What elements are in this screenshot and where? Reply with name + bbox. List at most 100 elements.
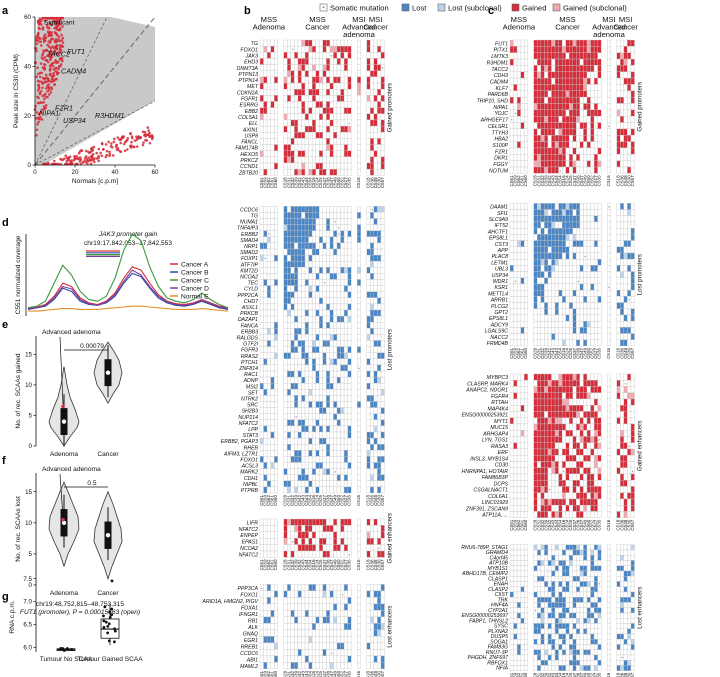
heatmap-cell <box>283 119 288 127</box>
heatmap-cell <box>263 550 268 558</box>
heatmap-cell <box>319 328 323 335</box>
heatmap-cell <box>593 227 598 235</box>
heatmap-cell <box>311 107 316 114</box>
heatmap-cell <box>311 346 316 353</box>
heatmap-cell <box>524 240 528 247</box>
significant-point <box>52 71 55 75</box>
heatmap-cell <box>551 333 556 340</box>
gene-label: FOXO1 <box>240 592 258 598</box>
sample-label: C516 <box>606 175 611 186</box>
heatmap-cell <box>576 71 581 79</box>
heatmap-cell <box>377 334 382 341</box>
sample-label: C537 <box>322 177 327 188</box>
heatmap-cell <box>380 212 385 219</box>
heatmap-cell <box>329 468 334 475</box>
heatmap-cell <box>357 285 361 292</box>
heatmap-cell <box>380 82 385 90</box>
heatmap-cell <box>304 236 309 244</box>
sample-label: C516 <box>356 177 361 188</box>
heatmap-cell <box>551 314 556 322</box>
heatmap-cell <box>569 141 573 149</box>
heatmap-cell <box>294 144 299 151</box>
gene-label: KSR1 <box>494 285 508 291</box>
heatmap-cell <box>308 538 313 545</box>
heatmap-cell <box>373 623 378 631</box>
heatmap-cell <box>294 538 299 545</box>
heatmap-cell <box>311 370 316 378</box>
heatmap-cell <box>297 70 302 78</box>
heatmap-cell <box>623 320 628 328</box>
sample-label: C530 <box>376 559 381 570</box>
heatmap-cell <box>287 297 292 305</box>
heatmap-cell <box>620 52 625 60</box>
heatmap-cell <box>343 236 348 244</box>
heatmap-cell <box>561 65 566 72</box>
significant-point <box>58 44 61 47</box>
gene-label: PITX1 <box>494 48 509 54</box>
heatmap-cell <box>270 261 275 268</box>
sample-label: C557 <box>380 559 385 570</box>
heatmap-cell <box>274 303 278 311</box>
heatmap-cell <box>544 227 549 235</box>
heatmap-cell <box>343 437 348 445</box>
heatmap-cell <box>513 122 518 130</box>
heatmap-cell <box>347 616 352 624</box>
heatmap-cell <box>366 328 371 335</box>
gene-label: EGR1 <box>244 638 258 644</box>
heatmap-cell <box>347 285 352 292</box>
heatmap-cell <box>373 89 378 96</box>
heatmap-cell <box>366 309 371 317</box>
heatmap-cell <box>565 71 570 79</box>
heatmap-cell <box>370 544 375 552</box>
heatmap-cell <box>259 242 264 250</box>
heatmap-cell <box>623 154 628 161</box>
heatmap-cell <box>583 160 588 168</box>
heatmap-cell <box>547 128 552 136</box>
heatmap-cell <box>630 227 635 235</box>
heatmap-cell <box>336 156 341 164</box>
heatmap-cell <box>357 603 361 611</box>
heatmap-cell <box>340 58 345 65</box>
heatmap-cell <box>304 267 309 274</box>
heatmap-cell <box>607 265 611 272</box>
heatmap-cell <box>304 603 309 611</box>
heatmap-cell <box>597 283 602 291</box>
heatmap-cell <box>274 297 278 305</box>
heatmap-cell <box>380 518 385 526</box>
heatmap-cell <box>377 383 382 390</box>
heatmap-cell <box>630 154 635 161</box>
heatmap-cell <box>343 450 348 457</box>
heatmap-cell <box>270 212 275 219</box>
heatmap-cell <box>343 346 348 353</box>
heatmap-cell <box>266 279 271 286</box>
heatmap-cell <box>287 616 292 624</box>
significant-point <box>130 140 133 144</box>
heatmap-cell <box>366 206 371 213</box>
heatmap-cell <box>343 273 348 280</box>
heatmap-cell <box>270 597 275 605</box>
heatmap-cell <box>294 389 299 396</box>
heatmap-cell <box>340 610 345 618</box>
heatmap-cell <box>533 65 538 72</box>
heatmap-cell <box>294 70 299 78</box>
heatmap-cell <box>583 258 588 266</box>
heatmap-cell <box>326 450 331 457</box>
heatmap-cell <box>259 340 264 347</box>
heatmap-cell <box>336 462 341 469</box>
heatmap-cell <box>373 273 378 280</box>
mutation-mark: * <box>295 415 297 420</box>
heatmap-cell <box>569 314 573 322</box>
category-label: Tumour Gained SCAA <box>77 656 143 663</box>
plot-title: JAK3 promoter gain <box>98 231 158 238</box>
heatmap-cell <box>620 302 625 309</box>
heatmap-cell <box>294 450 299 457</box>
heatmap-cell <box>583 227 588 235</box>
heatmap-cell <box>259 413 264 420</box>
heatmap-cell <box>308 629 313 637</box>
heatmap-cell <box>308 224 313 231</box>
heatmap-cell <box>627 154 632 161</box>
heatmap-cell <box>326 623 331 631</box>
heatmap-cell <box>565 296 570 303</box>
heatmap-cell <box>347 383 352 390</box>
heatmap-cell <box>263 70 268 78</box>
